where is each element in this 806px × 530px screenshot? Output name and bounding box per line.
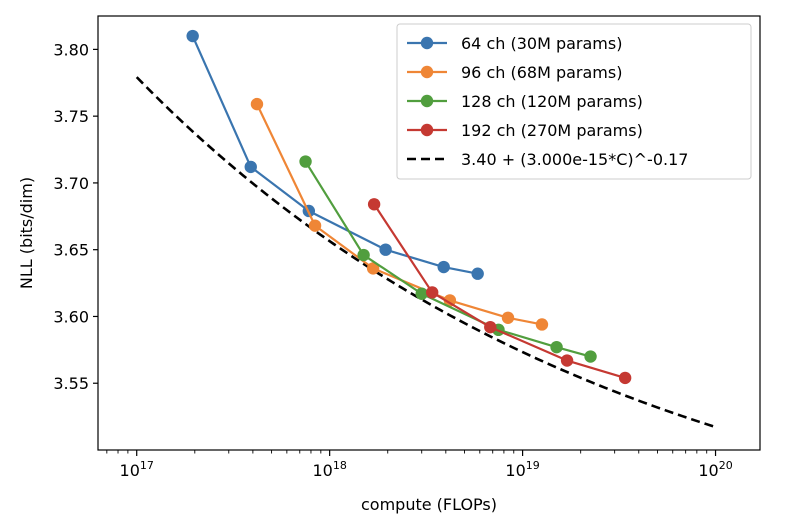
series-1-point-1 (308, 219, 322, 232)
series-3-point-4 (618, 371, 632, 385)
fit-curve (135, 76, 716, 429)
series-2-point-0 (299, 155, 312, 168)
series-1-point-5 (535, 318, 549, 331)
x-tick-label-0: 1017 (120, 459, 154, 480)
y-tick-label-1: 3.60 (53, 307, 89, 326)
legend-box (396, 23, 752, 180)
series-3-point-1 (425, 286, 439, 299)
legend-marker-1 (420, 65, 434, 79)
series-1-point-3 (443, 294, 457, 307)
series-3-point-0 (367, 198, 381, 211)
series-line-2 (304, 160, 591, 358)
series-2-point-2 (415, 287, 428, 300)
axis-ticks: 3.55 3.60 3.65 3.70 3.75 3.80 1017 1018 1019 1020 (53, 40, 732, 480)
series-1-point-2 (366, 262, 380, 275)
legend: 64 ch (30M params) 96 ch (68M params) 128 … (396, 23, 752, 180)
series-0-point-5 (471, 267, 484, 280)
y-tick-label-5: 3.80 (53, 40, 89, 59)
series-3-point-3 (560, 354, 574, 367)
legend-marker-2 (420, 94, 434, 108)
series-0-point-4 (437, 260, 450, 274)
legend-label-1: 96 ch (68M params) (461, 63, 622, 82)
x-tick-label-2: 1019 (505, 459, 539, 480)
series-1-point-4 (501, 311, 515, 324)
series-3-point-2 (484, 320, 497, 334)
x-tick-label-1: 1018 (312, 459, 346, 480)
legend-marker-3 (420, 123, 434, 137)
y-tick-label-3: 3.70 (53, 174, 89, 193)
y-axis-label: NLL (bits/dim) (17, 177, 36, 289)
legend-label-0: 64 ch (30M params) (461, 34, 622, 53)
series-1-point-0 (250, 97, 264, 111)
series-2-point-1 (357, 248, 370, 262)
axes-frame (97, 15, 761, 451)
series-2-point-5 (584, 350, 597, 363)
y-tick-label-2: 3.65 (53, 241, 89, 260)
plot-area (135, 29, 716, 429)
series-0-point-1 (244, 160, 257, 174)
y-tick-label-0: 3.55 (53, 374, 89, 393)
legend-marker-0 (420, 36, 434, 50)
x-axis-label: compute (FLOPs) (361, 495, 497, 514)
x-tick-label-3: 1020 (698, 459, 732, 480)
series-0-point-3 (379, 243, 392, 256)
legend-label-3: 192 ch (270M params) (461, 121, 643, 140)
y-tick-label-4: 3.75 (53, 107, 89, 126)
series-2-point-4 (550, 340, 563, 354)
legend-label-4: 3.40 + (3.000e-15*C)^-0.17 (461, 150, 688, 169)
legend-label-2: 128 ch (120M params) (461, 92, 643, 111)
series-0-point-0 (186, 29, 199, 43)
